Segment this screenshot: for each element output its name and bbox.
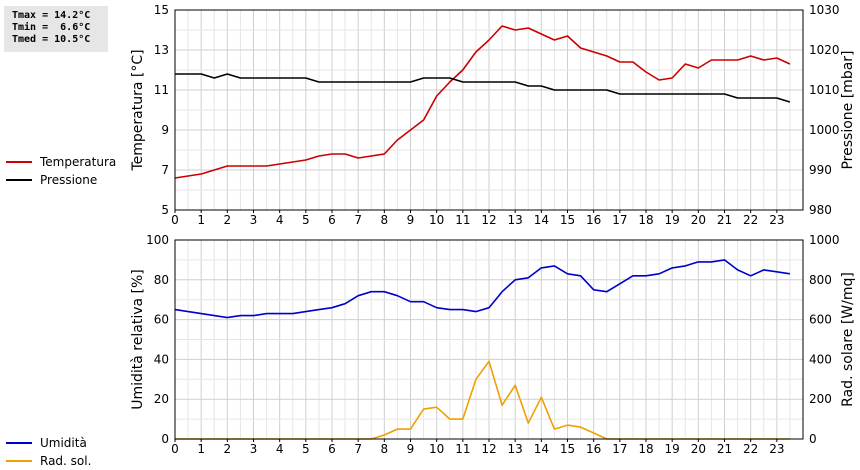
x-tick-label: 10 [429,442,444,456]
y-tick-label: 40 [154,352,169,366]
x-tick-label: 9 [407,442,415,456]
y-tick-label: 80 [154,273,169,287]
x-tick-label: 21 [717,213,732,227]
x-tick-label: 1 [197,213,205,227]
y2-tick-label: 200 [809,392,832,406]
x-tick-label: 14 [534,213,549,227]
x-tick-label: 1 [197,442,205,456]
legend-label-temperatura: Temperatura [40,155,117,169]
x-tick-label: 7 [354,442,362,456]
y2-tick-label: 0 [809,432,817,446]
x-tick-label: 11 [455,213,470,227]
y2-tick-label: 1000 [809,233,840,247]
y2-tick-label: 980 [809,203,832,217]
x-tick-label: 18 [638,213,653,227]
y-tick-label: 5 [161,203,169,217]
x-tick-label: 8 [381,213,389,227]
y2-tick-label: 800 [809,273,832,287]
legend-swatch-radsol [6,460,32,462]
legend-item-pressione: Pressione [6,171,116,189]
y2-tick-label: 1000 [809,123,840,137]
x-tick-label: 14 [534,442,549,456]
x-tick-label: 8 [381,442,389,456]
x-tick-label: 22 [743,442,758,456]
x-tick-label: 6 [328,442,336,456]
legend-item-umidita: Umidità [6,434,91,452]
y-tick-label: 60 [154,313,169,327]
y-tick-label: 100 [146,233,169,247]
series-line-temperatura [174,25,791,179]
y-axis-title: Temperatura [°C] [130,49,146,171]
x-tick-label: 10 [429,213,444,227]
legend-swatch-pressione [6,179,32,181]
x-tick-label: 5 [302,442,310,456]
x-tick-label: 0 [171,442,179,456]
x-tick-label: 16 [586,213,601,227]
y2-tick-label: 1030 [809,3,840,17]
stats-box: Tmax = 14.2°C Tmin = 6.6°C Tmed = 10.5°C [4,6,108,52]
series-line-pressione [175,73,791,103]
x-tick-label: 13 [508,213,523,227]
x-tick-label: 19 [665,442,680,456]
series-line-rad-sol- [175,360,790,440]
y-tick-label: 15 [154,3,169,17]
legend-label-umidita: Umidità [40,436,87,450]
x-tick-label: 2 [224,213,232,227]
x-tick-label: 23 [769,442,784,456]
x-tick-label: 23 [769,213,784,227]
y2-tick-label: 400 [809,352,832,366]
x-tick-label: 12 [481,213,496,227]
y2-tick-label: 1020 [809,43,840,57]
stat-tmax: Tmax = 14.2°C [12,10,91,21]
legend-item-temperatura: Temperatura [6,153,116,171]
legend-top: Temperatura Pressione [6,153,116,189]
y-tick-label: 7 [161,163,169,177]
x-tick-label: 21 [717,442,732,456]
x-tick-label: 18 [638,442,653,456]
y2-tick-label: 600 [809,313,832,327]
y-tick-label: 9 [161,123,169,137]
charts-canvas: 0 1 2 3 4 5 6 7 8 9 10 11 12 13 14 15 16 17 18 19 20 21 22 2357… [130,3,856,456]
x-tick-label: 13 [508,442,523,456]
x-tick-label: 6 [328,213,336,227]
x-tick-label: 20 [691,213,706,227]
x-tick-label: 2 [224,442,232,456]
stat-tmed: Tmed = 10.5°C [12,34,91,45]
y2-tick-label: 990 [809,163,832,177]
x-tick-label: 4 [276,213,284,227]
legend-swatch-umidita [6,442,32,444]
stat-tmin: Tmin = 6.6°C [12,22,91,33]
series-line-umidit- [174,259,791,319]
y-tick-label: 13 [154,43,169,57]
x-tick-label: 22 [743,213,758,227]
x-tick-label: 5 [302,213,310,227]
x-tick-label: 11 [455,442,470,456]
x-tick-label: 17 [612,213,627,227]
x-tick-label: 12 [481,442,496,456]
y-axis-title: Umidità relativa [%] [130,269,146,410]
legend-swatch-temperatura [6,161,32,163]
x-tick-label: 20 [691,442,706,456]
x-tick-label: 4 [276,442,284,456]
x-tick-label: 9 [407,213,415,227]
x-tick-label: 3 [250,213,258,227]
legend-label-pressione: Pressione [40,173,98,187]
x-tick-label: 15 [560,213,575,227]
x-tick-label: 19 [665,213,680,227]
x-tick-label: 3 [250,442,258,456]
x-tick-label: 15 [560,442,575,456]
y-tick-label: 0 [161,432,169,446]
y-tick-label: 20 [154,392,169,406]
y2-axis-title: Pressione [mbar] [840,50,856,169]
x-tick-label: 7 [354,213,362,227]
y2-tick-label: 1010 [809,83,840,97]
x-tick-label: 17 [612,442,627,456]
y2-axis-title: Rad. solare [W/mq] [840,272,856,407]
x-tick-label: 16 [586,442,601,456]
y-tick-label: 11 [154,83,169,97]
x-tick-label: 0 [171,213,179,227]
